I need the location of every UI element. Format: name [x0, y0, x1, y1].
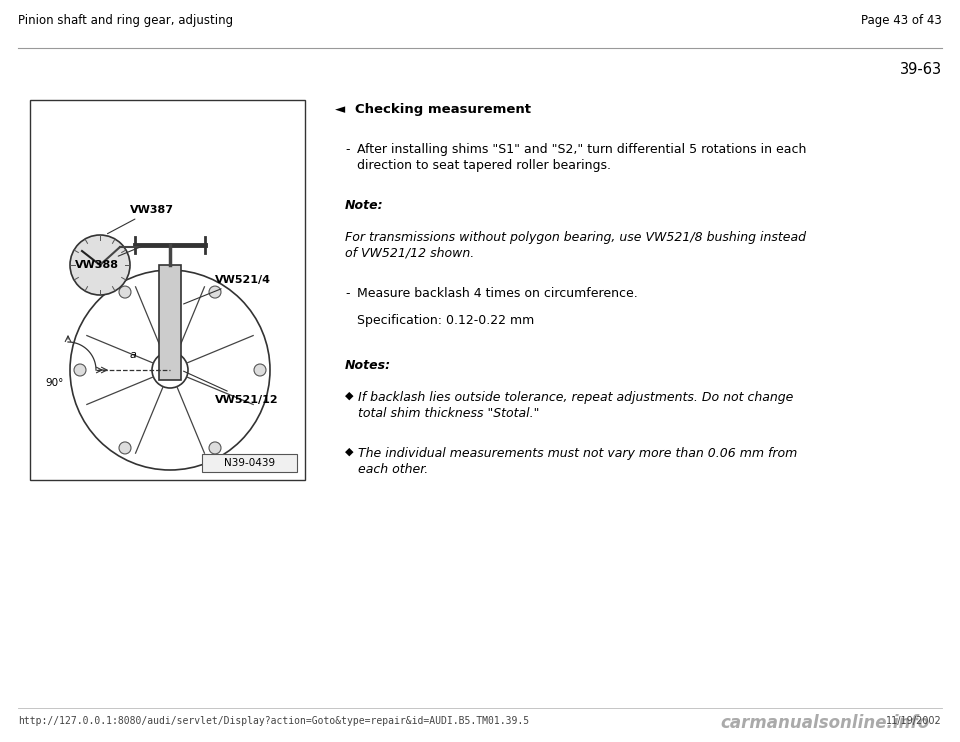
Text: -: -: [345, 143, 349, 156]
Circle shape: [209, 442, 221, 454]
Text: Notes:: Notes:: [345, 359, 391, 372]
Text: Page 43 of 43: Page 43 of 43: [861, 14, 942, 27]
Text: After installing shims "S1" and "S2," turn differential 5 rotations in each: After installing shims "S1" and "S2," tu…: [357, 143, 806, 156]
Text: direction to seat tapered roller bearings.: direction to seat tapered roller bearing…: [357, 159, 611, 172]
Text: VW521/12: VW521/12: [183, 371, 278, 405]
Text: VW387: VW387: [108, 205, 174, 234]
Text: Pinion shaft and ring gear, adjusting: Pinion shaft and ring gear, adjusting: [18, 14, 233, 27]
Text: Specification: 0.12-0.22 mm: Specification: 0.12-0.22 mm: [357, 314, 535, 327]
Bar: [30, 100, 305, 480]
Text: 11/19/2002: 11/19/2002: [886, 716, 942, 726]
Text: 90°: 90°: [45, 378, 63, 388]
Text: Measure backlash 4 times on circumference.: Measure backlash 4 times on circumferenc…: [357, 287, 637, 300]
Circle shape: [209, 286, 221, 298]
Text: N39-0439: N39-0439: [224, 458, 276, 468]
Text: ◆: ◆: [345, 447, 353, 457]
Text: -: -: [345, 287, 349, 300]
Circle shape: [254, 364, 266, 376]
Text: Checking measurement: Checking measurement: [355, 103, 531, 116]
Text: carmanualsonline.info: carmanualsonline.info: [720, 714, 929, 732]
Text: For transmissions without polygon bearing, use VW521/8 bushing instead: For transmissions without polygon bearin…: [345, 231, 806, 244]
Text: VW388: VW388: [75, 246, 142, 270]
Text: each other.: each other.: [358, 463, 428, 476]
Text: 39-63: 39-63: [900, 62, 942, 77]
Text: If backlash lies outside tolerance, repeat adjustments. Do not change: If backlash lies outside tolerance, repe…: [358, 391, 793, 404]
Text: ◆: ◆: [345, 391, 353, 401]
Text: a: a: [130, 350, 136, 360]
Text: Note:: Note:: [345, 199, 384, 212]
Text: of VW521/12 shown.: of VW521/12 shown.: [345, 247, 474, 260]
Text: ◄: ◄: [335, 103, 346, 116]
Text: VW521/4: VW521/4: [183, 275, 271, 304]
Circle shape: [119, 442, 131, 454]
Circle shape: [74, 364, 86, 376]
Text: total shim thickness "Stotal.": total shim thickness "Stotal.": [358, 407, 540, 420]
Text: The individual measurements must not vary more than 0.06 mm from: The individual measurements must not var…: [358, 447, 797, 460]
Circle shape: [119, 286, 131, 298]
Circle shape: [70, 235, 130, 295]
Bar: [202, 454, 297, 472]
Bar: [159, 265, 181, 380]
Circle shape: [162, 362, 178, 378]
Text: http://127.0.0.1:8080/audi/servlet/Display?action=Goto&type=repair&id=AUDI.B5.TM: http://127.0.0.1:8080/audi/servlet/Displ…: [18, 716, 529, 726]
